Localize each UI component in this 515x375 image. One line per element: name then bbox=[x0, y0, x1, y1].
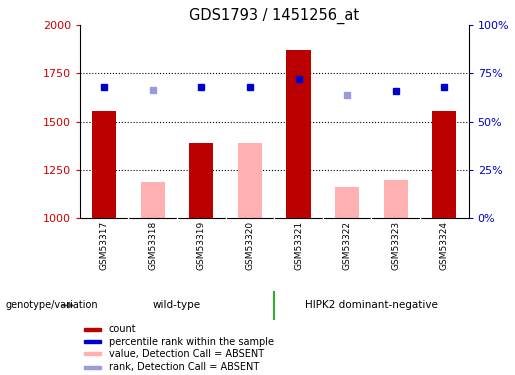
Text: value, Detection Call = ABSENT: value, Detection Call = ABSENT bbox=[109, 349, 264, 359]
Bar bbox=[286, 50, 311, 218]
Text: GSM53320: GSM53320 bbox=[246, 221, 254, 270]
Title: GDS1793 / 1451256_at: GDS1793 / 1451256_at bbox=[189, 8, 359, 24]
Text: HIPK2 dominant-negative: HIPK2 dominant-negative bbox=[305, 300, 438, 310]
Text: GSM53323: GSM53323 bbox=[391, 221, 400, 270]
Bar bbox=[189, 143, 214, 218]
Bar bbox=[84, 340, 101, 343]
Bar bbox=[84, 328, 101, 331]
Bar bbox=[84, 366, 101, 369]
Text: percentile rank within the sample: percentile rank within the sample bbox=[109, 337, 274, 347]
Bar bbox=[238, 143, 262, 218]
Bar bbox=[432, 111, 456, 218]
Bar bbox=[141, 182, 165, 218]
Bar bbox=[335, 188, 359, 218]
Text: count: count bbox=[109, 324, 136, 334]
Text: GSM53321: GSM53321 bbox=[294, 221, 303, 270]
Bar bbox=[84, 352, 101, 356]
Text: wild-type: wild-type bbox=[153, 300, 201, 310]
Text: GSM53318: GSM53318 bbox=[148, 221, 157, 270]
Text: rank, Detection Call = ABSENT: rank, Detection Call = ABSENT bbox=[109, 362, 259, 372]
Text: genotype/variation: genotype/variation bbox=[5, 300, 98, 310]
Text: GSM53322: GSM53322 bbox=[342, 221, 352, 270]
Bar bbox=[384, 180, 408, 218]
Bar bbox=[92, 111, 116, 218]
Text: GSM53319: GSM53319 bbox=[197, 221, 206, 270]
Text: GSM53324: GSM53324 bbox=[440, 221, 449, 270]
Text: GSM53317: GSM53317 bbox=[99, 221, 109, 270]
